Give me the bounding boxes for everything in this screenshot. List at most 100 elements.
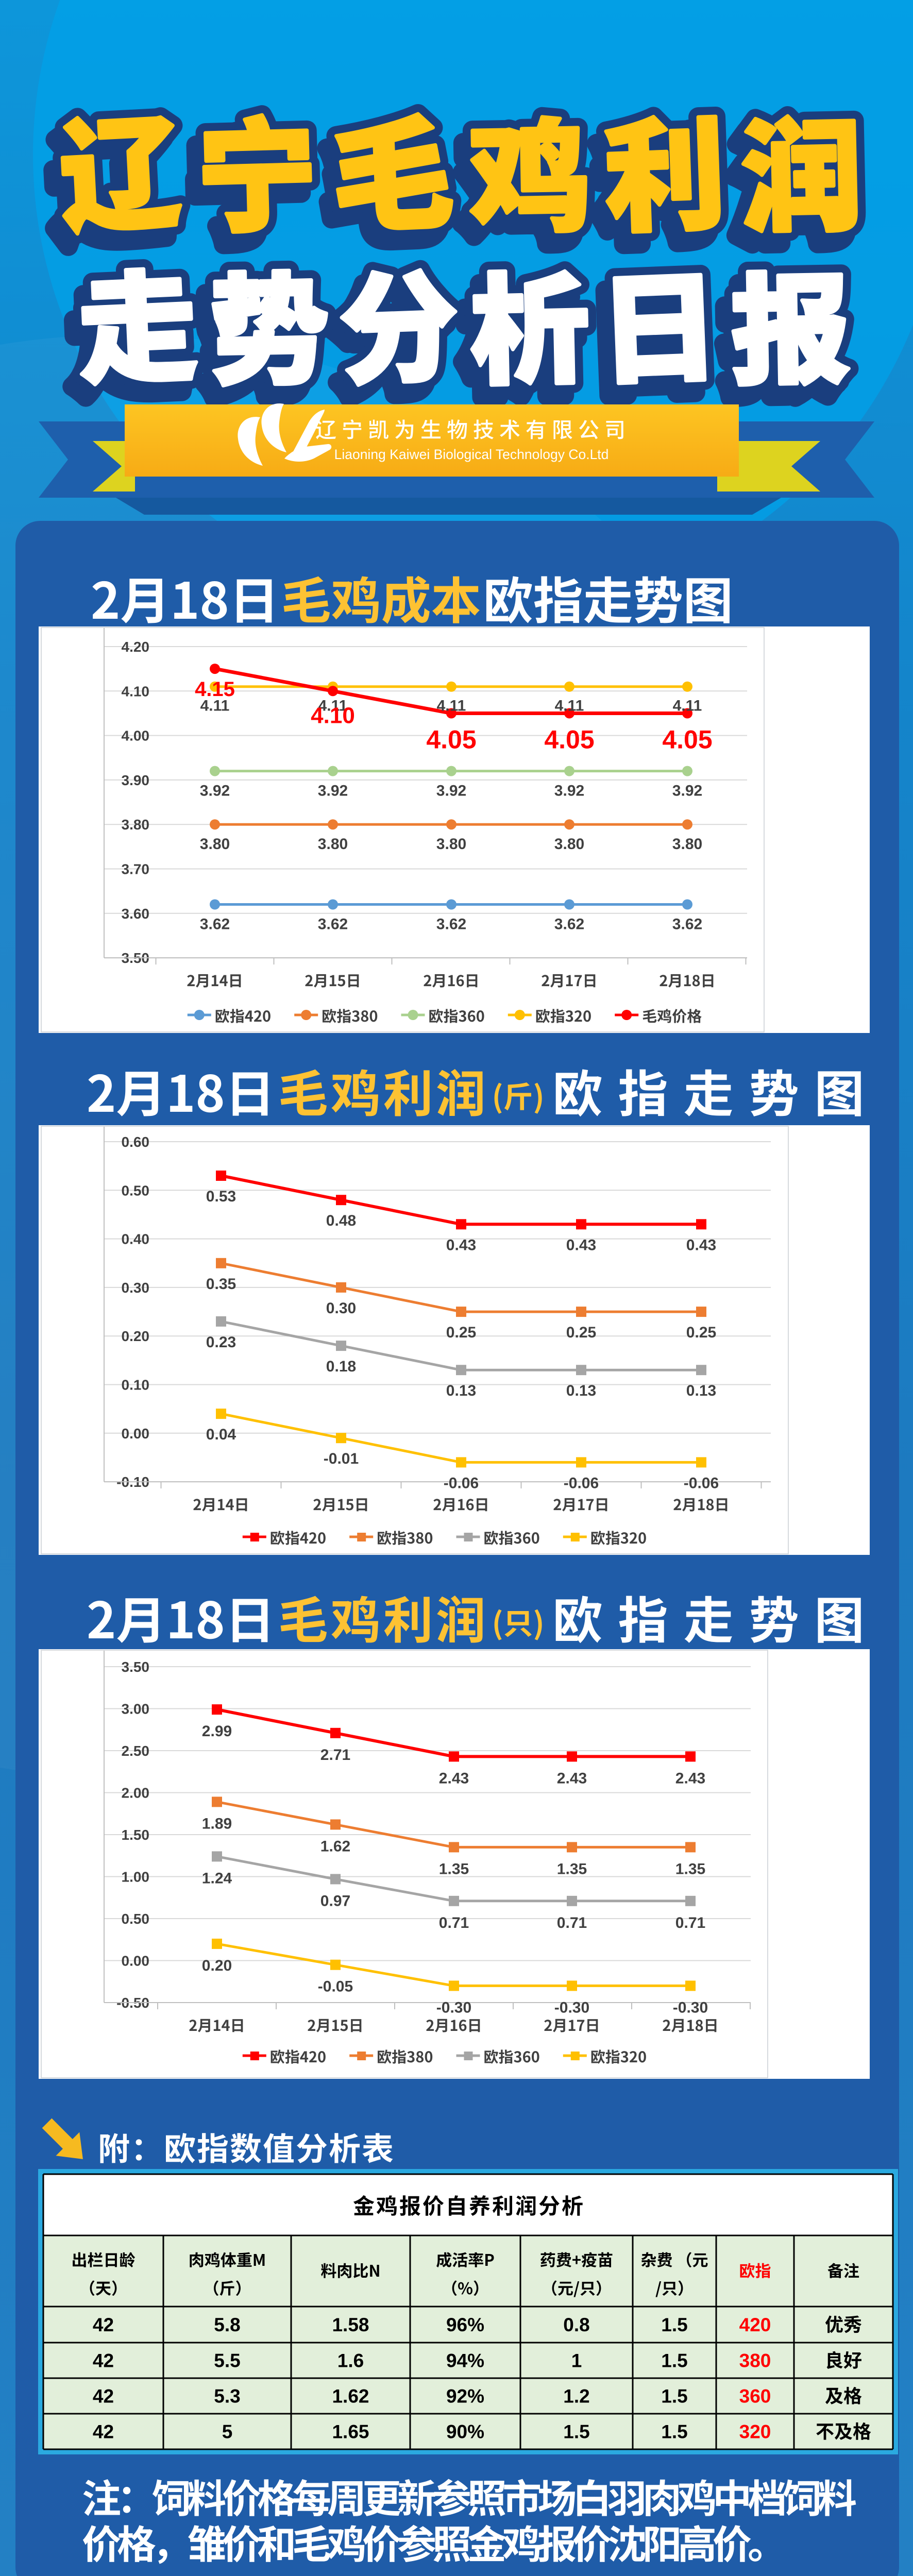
svg-text:0.25: 0.25	[686, 1324, 716, 1341]
svg-text:0.97: 0.97	[320, 1892, 350, 1909]
svg-text:1.5: 1.5	[661, 2386, 687, 2407]
svg-text:0.25: 0.25	[566, 1324, 596, 1341]
svg-text:0.43: 0.43	[446, 1236, 476, 1253]
svg-text:0.53: 0.53	[206, 1188, 236, 1205]
svg-text:0.35: 0.35	[206, 1276, 236, 1293]
svg-text:0.40: 0.40	[122, 1231, 150, 1247]
svg-text:3.80: 3.80	[554, 836, 584, 853]
svg-text:4.11: 4.11	[318, 698, 348, 715]
svg-text:0.00: 0.00	[122, 1953, 150, 1969]
svg-text:2.99: 2.99	[202, 1723, 232, 1740]
svg-text:1.00: 1.00	[122, 1869, 150, 1885]
svg-text:1.2: 1.2	[563, 2386, 589, 2407]
svg-text:4.20: 4.20	[122, 639, 150, 655]
svg-text:96%: 96%	[446, 2314, 484, 2335]
svg-text:3.70: 3.70	[122, 861, 150, 877]
svg-text:-0.06: -0.06	[684, 1475, 719, 1492]
svg-text:1.62: 1.62	[320, 1838, 350, 1855]
svg-text:3.80: 3.80	[672, 836, 702, 853]
svg-text:1.35: 1.35	[675, 1860, 705, 1877]
svg-text:3.50: 3.50	[122, 1659, 150, 1675]
svg-text:3.62: 3.62	[554, 916, 584, 933]
svg-text:1.58: 1.58	[332, 2314, 369, 2335]
svg-text:0.50: 0.50	[122, 1911, 150, 1927]
svg-text:3.92: 3.92	[554, 783, 584, 800]
svg-text:42: 42	[93, 2421, 114, 2443]
svg-text:420: 420	[739, 2314, 771, 2335]
svg-text:0.60: 0.60	[122, 1134, 150, 1150]
svg-text:42: 42	[93, 2350, 114, 2371]
svg-text:0.71: 0.71	[439, 1914, 469, 1931]
svg-text:1.24: 1.24	[202, 1870, 232, 1887]
svg-text:-0.30: -0.30	[436, 1999, 471, 2016]
svg-text:1.6: 1.6	[337, 2350, 364, 2371]
svg-text:3.80: 3.80	[436, 836, 466, 853]
svg-text:1.5: 1.5	[661, 2314, 687, 2335]
svg-text:3.62: 3.62	[318, 916, 348, 933]
svg-text:4.11: 4.11	[673, 698, 702, 715]
svg-text:4.11: 4.11	[437, 698, 466, 715]
svg-text:0.43: 0.43	[686, 1236, 716, 1253]
svg-text:5: 5	[222, 2421, 233, 2443]
svg-text:0.04: 0.04	[206, 1426, 236, 1443]
svg-text:1.5: 1.5	[563, 2421, 589, 2443]
svg-text:0.48: 0.48	[326, 1212, 356, 1229]
svg-text:380: 380	[739, 2350, 771, 2371]
svg-text:1.65: 1.65	[332, 2421, 369, 2443]
svg-text:3.62: 3.62	[200, 916, 230, 933]
svg-text:0.20: 0.20	[122, 1328, 150, 1344]
svg-text:3.92: 3.92	[200, 783, 230, 800]
svg-text:4.11: 4.11	[555, 698, 584, 715]
svg-text:92%: 92%	[446, 2386, 484, 2407]
svg-text:0.13: 0.13	[566, 1382, 596, 1399]
svg-text:0.00: 0.00	[122, 1426, 150, 1442]
svg-text:0.13: 0.13	[686, 1382, 716, 1399]
svg-text:4.00: 4.00	[122, 728, 150, 744]
svg-text:1.35: 1.35	[439, 1860, 469, 1877]
svg-text:5.5: 5.5	[214, 2350, 240, 2371]
svg-text:-0.30: -0.30	[673, 1999, 708, 2016]
svg-text:4.10: 4.10	[311, 703, 355, 728]
svg-text:42: 42	[93, 2314, 114, 2335]
svg-text:3.60: 3.60	[122, 906, 150, 922]
svg-text:Liaoning Kaiwei Biological Tec: Liaoning Kaiwei Biological Technology Co…	[334, 447, 609, 462]
svg-text:1.89: 1.89	[202, 1815, 232, 1832]
svg-text:-0.01: -0.01	[324, 1450, 359, 1467]
svg-text:1.35: 1.35	[557, 1860, 587, 1877]
svg-text:3.80: 3.80	[122, 817, 150, 833]
svg-text:1.5: 1.5	[661, 2350, 687, 2371]
svg-text:90%: 90%	[446, 2421, 484, 2443]
svg-text:0.71: 0.71	[675, 1914, 705, 1931]
svg-text:94%: 94%	[446, 2350, 484, 2371]
svg-text:4.15: 4.15	[195, 678, 235, 701]
svg-text:3.92: 3.92	[672, 783, 702, 800]
svg-text:2.71: 2.71	[320, 1747, 350, 1764]
svg-text:1.5: 1.5	[661, 2421, 687, 2443]
svg-text:2.50: 2.50	[122, 1743, 150, 1759]
svg-text:3.92: 3.92	[436, 783, 466, 800]
svg-text:3.62: 3.62	[672, 916, 702, 933]
svg-text:4.05: 4.05	[544, 725, 594, 754]
svg-text:3.92: 3.92	[318, 783, 348, 800]
svg-text:2.43: 2.43	[439, 1770, 469, 1787]
svg-text:3.80: 3.80	[200, 836, 230, 853]
svg-text:3.80: 3.80	[318, 836, 348, 853]
svg-text:0.50: 0.50	[122, 1182, 150, 1198]
svg-text:0.30: 0.30	[326, 1300, 356, 1317]
svg-text:0.8: 0.8	[563, 2314, 589, 2335]
svg-text:0.43: 0.43	[566, 1236, 596, 1253]
svg-text:0.30: 0.30	[122, 1280, 150, 1296]
svg-text:5.3: 5.3	[214, 2386, 240, 2407]
svg-text:0.10: 0.10	[122, 1377, 150, 1393]
svg-text:-0.05: -0.05	[318, 1978, 353, 1995]
svg-text:1.50: 1.50	[122, 1827, 150, 1843]
svg-text:2.43: 2.43	[675, 1770, 705, 1787]
svg-text:0.71: 0.71	[557, 1914, 587, 1931]
svg-text:0.13: 0.13	[446, 1382, 476, 1399]
svg-text:3.62: 3.62	[436, 916, 466, 933]
svg-text:4.05: 4.05	[662, 725, 712, 754]
svg-text:320: 320	[739, 2421, 771, 2443]
svg-text:4.10: 4.10	[122, 683, 150, 699]
svg-text:0.18: 0.18	[326, 1358, 356, 1375]
svg-text:1.62: 1.62	[332, 2386, 369, 2407]
